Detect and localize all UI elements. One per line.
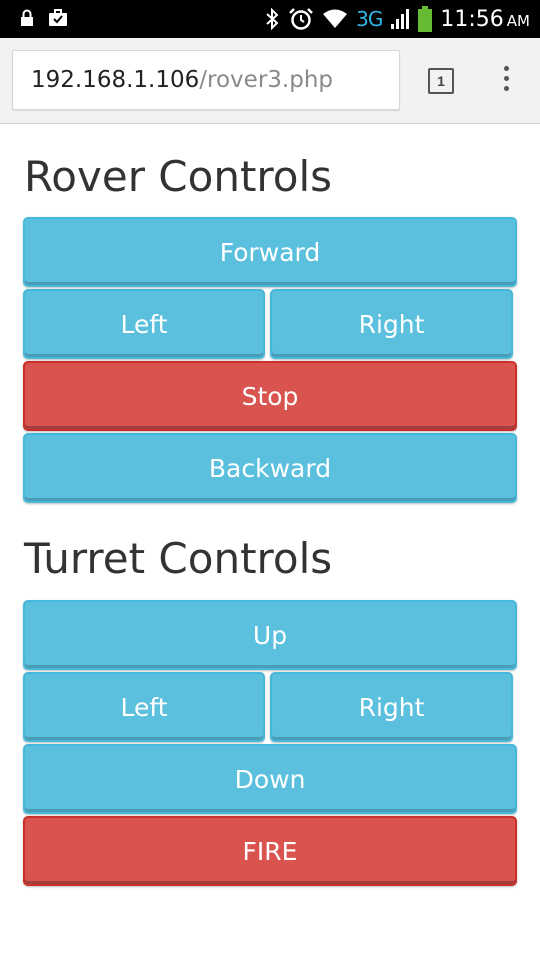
network-type: 3G — [356, 7, 383, 31]
signal-icon — [390, 8, 410, 30]
turret-up-button[interactable]: Up — [23, 600, 517, 670]
url-host: 192.168.1.106 — [31, 67, 200, 93]
briefcase-icon — [48, 9, 68, 27]
rover-forward-button[interactable]: Forward — [23, 217, 517, 287]
turret-right-button[interactable]: Right — [270, 672, 513, 742]
lock-icon — [20, 9, 34, 27]
turret-left-button[interactable]: Left — [23, 672, 265, 742]
bluetooth-icon — [264, 7, 280, 31]
browser-toolbar: 192.168.1.106/rover3.php 1 — [0, 38, 540, 124]
turret-fire-button[interactable]: FIRE — [23, 816, 517, 886]
wifi-icon — [322, 8, 348, 30]
battery-icon — [418, 6, 433, 32]
clock: 11:56 AM — [440, 6, 530, 32]
alarm-icon — [288, 7, 314, 31]
url-path: /rover3.php — [199, 67, 333, 93]
status-bar: 3G 11:56 AM — [0, 0, 540, 38]
overflow-menu-icon[interactable] — [496, 66, 516, 96]
rover-left-button[interactable]: Left — [23, 289, 265, 359]
turret-down-button[interactable]: Down — [23, 744, 517, 814]
turret-controls-title: Turret Controls — [24, 534, 333, 583]
rover-controls-title: Rover Controls — [24, 152, 333, 201]
rover-backward-button[interactable]: Backward — [23, 433, 517, 503]
rover-stop-button[interactable]: Stop — [23, 361, 517, 431]
url-bar[interactable]: 192.168.1.106/rover3.php — [12, 50, 400, 110]
tab-switcher-button[interactable]: 1 — [428, 68, 454, 94]
rover-right-button[interactable]: Right — [270, 289, 513, 359]
